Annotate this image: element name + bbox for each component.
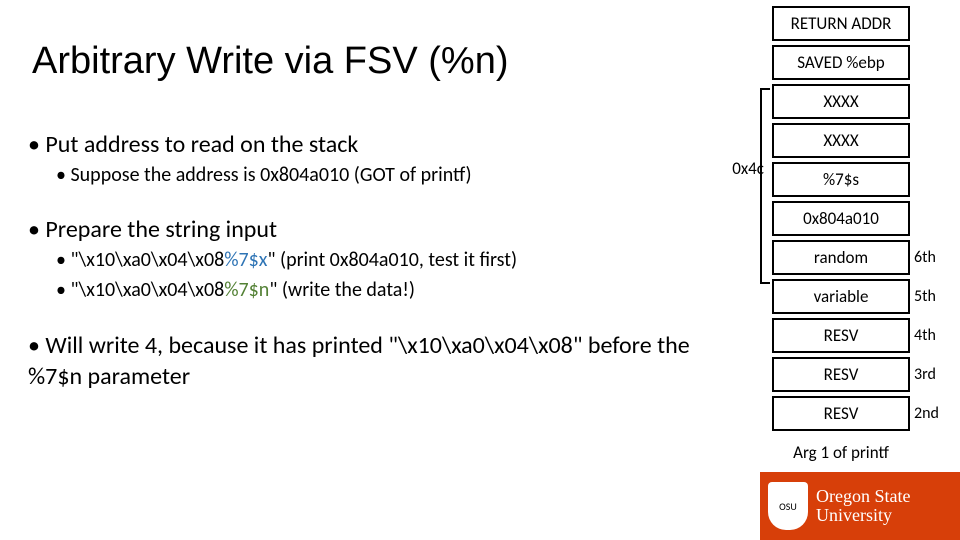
stack-label: 3rd [914, 357, 954, 392]
stack-cell: RETURN ADDR [772, 6, 910, 41]
bullet-1a-text: Suppose the address is 0x804a010 (GOT of… [70, 163, 471, 187]
university-line2: University [816, 506, 910, 525]
stack-cell: variable [772, 279, 910, 314]
stack-cell: RESV [772, 396, 910, 431]
university-line1: Oregon State [816, 487, 910, 506]
bullet-2b-post: " (write the data!) [269, 278, 415, 302]
stack-diagram: RETURN ADDR SAVED %ebp XXXX XXXX %7$s 0x… [772, 6, 910, 474]
bullet-2a-pre: "\x10\xa0\x04\x08 [70, 248, 224, 272]
bullet-2a-fmt: %7$x [224, 248, 267, 272]
slide-title: Arbitrary Write via FSV (%n) [32, 40, 508, 83]
bullet-1: • Put address to read on the stack [28, 130, 708, 159]
bullet-3: • Will write 4, because it has printed "… [28, 330, 708, 392]
stack-cell: RESV [772, 357, 910, 392]
bracket-label: 0x4c [732, 158, 764, 179]
stack-cell: XXXX [772, 84, 910, 119]
shield-icon: OSU [768, 482, 808, 530]
bullet-2b-pre: "\x10\xa0\x04\x08 [70, 278, 224, 302]
bullet-2a: • "\x10\xa0\x04\x08%7$x" (print 0x804a01… [56, 248, 708, 272]
stack-cell: XXXX [772, 123, 910, 158]
bullet-1-text: Put address to read on the stack [45, 130, 358, 159]
university-name: Oregon State University [816, 487, 910, 525]
bullet-2b: • "\x10\xa0\x04\x08%7$n" (write the data… [56, 278, 708, 302]
stack-label: 5th [914, 279, 954, 314]
university-logo: OSU Oregon State University [760, 472, 960, 540]
stack-cell: 0x804a010 [772, 201, 910, 236]
stack-cell: SAVED %ebp [772, 45, 910, 80]
stack-label: 2nd [914, 396, 954, 431]
stack-cell: random [772, 240, 910, 275]
bullet-2b-fmt: %7$n [224, 278, 269, 302]
stack-cell: Arg 1 of printf [772, 435, 910, 470]
bullet-3-text: Will write 4, because it has printed "\x… [28, 331, 690, 391]
bullet-2: • Prepare the string input [28, 215, 708, 244]
bullet-2-text: Prepare the string input [45, 215, 277, 244]
bullet-2a-post: " (print 0x804a010, test it first) [267, 248, 517, 272]
stack-labels: 6th 5th 4th 3rd 2nd [914, 240, 954, 435]
bullet-1a: • Suppose the address is 0x804a010 (GOT … [56, 163, 708, 187]
stack-cell: %7$s [772, 162, 910, 197]
stack-label: 6th [914, 240, 954, 275]
stack-label: 4th [914, 318, 954, 353]
bullet-list: • Put address to read on the stack • Sup… [28, 130, 708, 396]
stack-cell: RESV [772, 318, 910, 353]
stack-bracket [760, 88, 770, 284]
